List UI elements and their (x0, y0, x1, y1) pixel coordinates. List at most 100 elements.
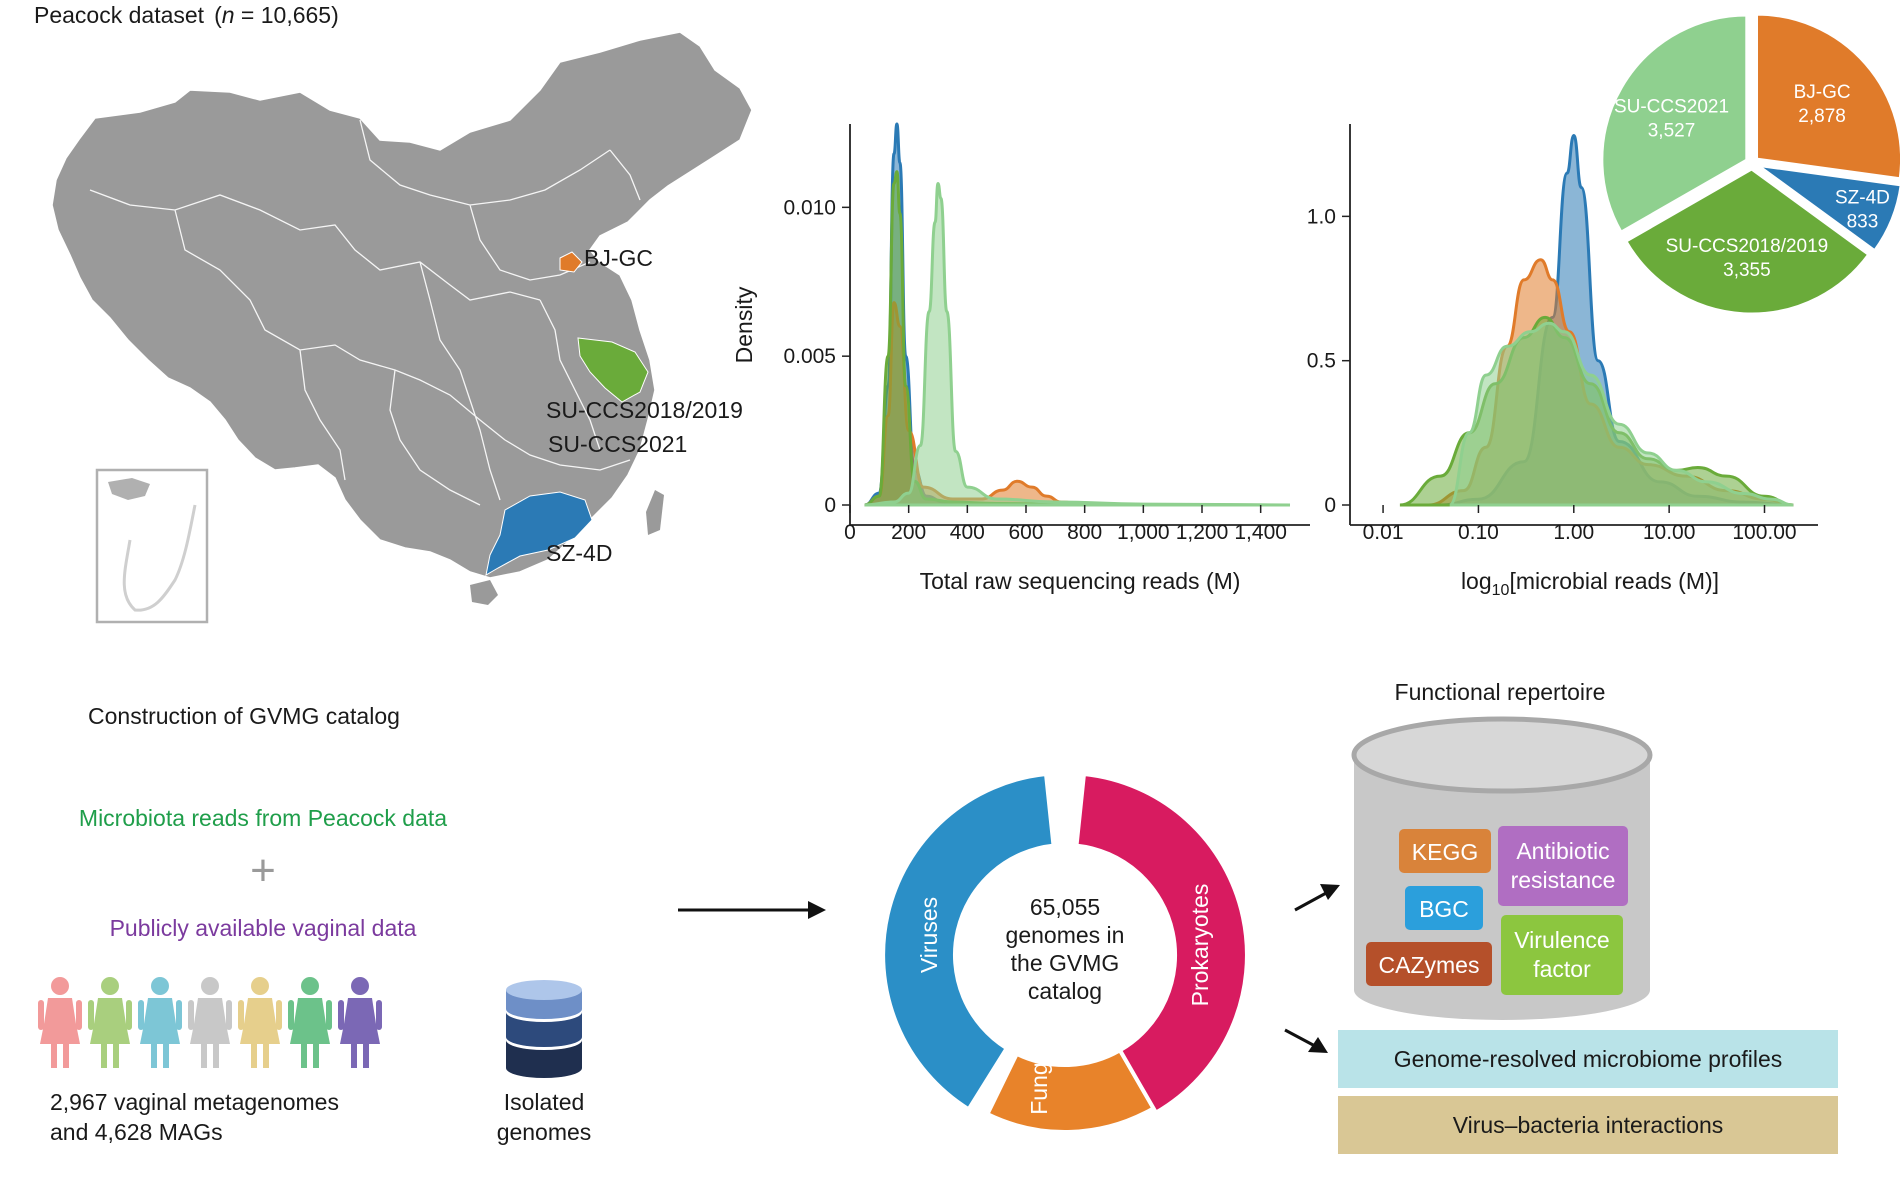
chart2-y-tick-label: 0 (1324, 494, 1336, 517)
arrow-to-profiles (1284, 1028, 1328, 1053)
chart2-xlabel: log10[microbial reads (M)] (1461, 568, 1719, 599)
chart1-y-tick-label: 0.005 (783, 345, 836, 368)
chart1-x-tick-label: 400 (950, 521, 985, 544)
chart2-y-tick-label: 1.0 (1307, 205, 1336, 228)
virulence-factor-box (1501, 915, 1623, 995)
cazymes-box (1366, 942, 1492, 986)
chart2-x-tick-label: 1.00 (1553, 521, 1594, 544)
chart1-y-tick-label: 0.010 (783, 196, 836, 219)
pie-slice-value: 3,355 (1723, 260, 1771, 281)
chart2-density-series-3 (1448, 321, 1794, 507)
inset-boundary (122, 504, 197, 612)
woman-icon (338, 977, 382, 1068)
label-sz4d: SZ-4D (546, 540, 612, 566)
chart2-y-ticks: 0 0.5 1.0 (1307, 205, 1350, 517)
functional-title: Functional repertoire (1395, 679, 1606, 705)
pie-slice-value: 3,527 (1648, 120, 1696, 141)
isolated-line2: genomes (497, 1119, 592, 1145)
chart2-series-group (1399, 133, 1794, 507)
pie-slice-value: 833 (1847, 212, 1879, 233)
chart1-ylabel: Density (731, 286, 757, 363)
donut-label-viruses: Viruses (916, 897, 942, 973)
south-china-sea-inset (95, 468, 209, 624)
pie-slice-label: SZ-4D (1835, 188, 1890, 209)
map-title: Peacock dataset (n = 10,665) (34, 2, 339, 28)
chart1-x-ticks: 0 200 400 600 800 1,000 1,200 1,400 (844, 505, 1287, 544)
donut-label-fungi: Fungi (1026, 1057, 1052, 1115)
chart2-y-tick-label: 0.5 (1307, 350, 1336, 373)
pie-slice-label: SU-CCS2021 (1614, 96, 1729, 117)
chart1-x-tick-label: 200 (891, 521, 926, 544)
bgc-label: BGC (1419, 896, 1469, 922)
virulence-label-1: Virulence (1514, 927, 1609, 953)
taiwan-island (646, 490, 664, 535)
region-sz4d (485, 491, 593, 576)
province-borders (89, 119, 641, 506)
donut-segment-viruses (881, 771, 1056, 1113)
chart1-density-series-3 (864, 181, 1291, 507)
china-mainland (51, 31, 753, 579)
antibiotic-label-1: Antibiotic (1516, 838, 1609, 864)
antibiotic-resistance-box (1498, 826, 1628, 906)
pie-slice-su-ccs2021 (1600, 13, 1749, 235)
donut-center-line4: catalog (1028, 978, 1102, 1004)
cohort-pie-chart: BJ-GC 2,878 SZ-4D 833 SU-CCS2018/2019 3,355 SU… (1600, 12, 1900, 316)
database-icon (506, 980, 582, 1078)
donut-center-line3: the GVMG (1011, 950, 1120, 976)
china-map (51, 31, 753, 624)
woman-icon (238, 977, 282, 1068)
chart2-x-tick-label: 0.10 (1458, 521, 1499, 544)
woman-icon (38, 977, 82, 1068)
donut-center-line1: 65,055 (1030, 894, 1100, 920)
hainan-island (470, 580, 498, 605)
woman-icon (288, 977, 332, 1068)
microbiota-reads-label: Microbiota reads from Peacock data (79, 805, 447, 831)
region-bjgc (559, 251, 583, 273)
chart1-xlabel: Total raw sequencing reads (M) (920, 568, 1241, 594)
pie-slice-label: SU-CCS2018/2019 (1666, 236, 1829, 257)
pie-slice-bj-gc (1754, 12, 1900, 181)
chart1-series-group (864, 122, 1291, 507)
woman-icon (138, 977, 182, 1068)
women-icons-row (38, 977, 382, 1068)
donut-label-prokaryotes: Prokaryotes (1187, 884, 1213, 1007)
inset-land (108, 478, 150, 500)
chart1-y-tick-label: 0 (824, 494, 836, 517)
plus-sign: + (250, 846, 276, 895)
interactions-box (1338, 1096, 1838, 1154)
woman-icon (188, 977, 232, 1068)
chart2-x-tick-label: 0.01 (1363, 521, 1404, 544)
chart1-x-tick-label: 1,000 (1117, 521, 1170, 544)
chart1-y-ticks: 0 0.005 0.010 (783, 196, 850, 517)
construction-title: Construction of GVMG catalog (88, 703, 400, 729)
interactions-label: Virus–bacteria interactions (1453, 1112, 1724, 1138)
label-su-ccs2021: SU-CCS2021 (548, 431, 687, 457)
region-su-ccs (577, 337, 649, 403)
chart2-x-tick-label: 100.00 (1732, 521, 1796, 544)
chart1-x-tick-label: 0 (844, 521, 856, 544)
donut-segment-prokaryotes (1074, 771, 1249, 1116)
chart2-x-ticks: 0.01 0.10 1.00 10.00 100.00 (1363, 505, 1797, 544)
cazymes-label: CAZymes (1379, 952, 1480, 978)
virulence-label-2: factor (1533, 956, 1591, 982)
density-chart-microbial-reads: 0.01 0.10 1.00 10.00 100.00 0 0.5 1.0 log10[mi… (1307, 124, 1818, 599)
pie-slice-su-ccs2018-2019 (1623, 167, 1871, 316)
pie-slice-sz-4d (1756, 163, 1900, 253)
chart2-x-tick-label: 10.00 (1643, 521, 1696, 544)
antibiotic-label-2: resistance (1511, 867, 1616, 893)
bgc-box (1405, 886, 1483, 930)
chart1-x-tick-label: 600 (1008, 521, 1043, 544)
arrow-to-functional (1294, 884, 1340, 912)
metagenomes-line2: and 4,628 MAGs (50, 1119, 223, 1145)
pie-slice-value: 2,878 (1798, 106, 1846, 127)
metagenomes-line1: 2,967 vaginal metagenomes (50, 1089, 339, 1115)
profiles-label: Genome-resolved microbiome profiles (1394, 1046, 1783, 1072)
pie-slice-label: BJ-GC (1794, 82, 1851, 103)
isolated-line1: Isolated (504, 1089, 585, 1115)
donut-segment-fungi (984, 1047, 1157, 1134)
label-su-ccs2018: SU-CCS2018/2019 (546, 397, 743, 423)
donut-center-text: 65,055 genomes in the GVMG catalog (1006, 894, 1125, 1004)
woman-icon (88, 977, 132, 1068)
functional-boxes: KEGG Antibiotic resistance BGC Virulence… (1366, 826, 1628, 995)
